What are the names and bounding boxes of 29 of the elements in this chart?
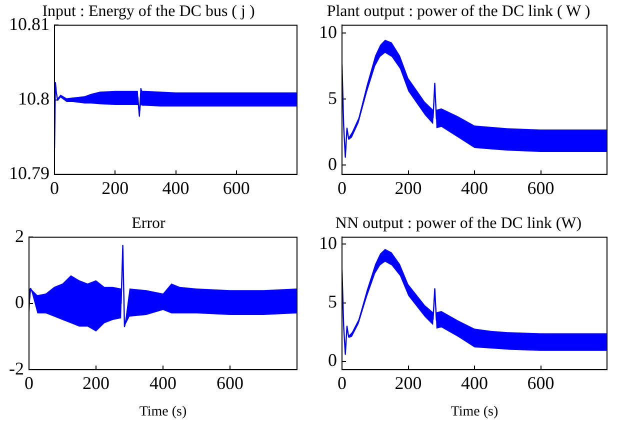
x-axis-title: Time (s) — [139, 404, 187, 419]
y-tick-label: -2 — [8, 358, 24, 378]
x-tick-label: 200 — [394, 372, 422, 393]
x-tick-label: 400 — [149, 372, 176, 393]
x-tick-label: 600 — [222, 178, 250, 198]
x-tick-label: 400 — [461, 372, 488, 393]
x-tick-label: 600 — [216, 372, 244, 393]
y-tick-label: 0 — [328, 350, 337, 370]
y-tick-label: 10.79 — [9, 163, 50, 184]
chart-title: Input : Energy of the DC bus ( j ) — [42, 2, 255, 20]
chart-title: Plant output : power of the DC link ( W ) — [326, 2, 590, 20]
y-tick-label: 0 — [14, 292, 24, 312]
y-tick-label: 10 — [319, 22, 337, 42]
y-tick-label: 5 — [328, 88, 337, 108]
x-tick-label: 600 — [527, 178, 554, 198]
x-tick-label: 200 — [82, 372, 110, 393]
chart-title: Error — [132, 214, 166, 232]
x-tick-label: 400 — [461, 178, 488, 198]
x-tick-label: 200 — [102, 178, 129, 198]
chart-title: NN output : power of the DC link (W) — [335, 214, 582, 232]
y-tick-label: 10 — [319, 232, 337, 252]
y-tick-label: 5 — [328, 291, 337, 312]
y-tick-label: 0 — [328, 154, 337, 174]
x-axis-title: Time (s) — [450, 404, 498, 419]
x-tick-label: 400 — [162, 178, 190, 198]
y-tick-label: 2 — [14, 225, 24, 246]
y-tick-label: 10.8 — [18, 88, 50, 109]
x-tick-label: 200 — [394, 178, 422, 198]
x-tick-label: 600 — [527, 372, 554, 393]
